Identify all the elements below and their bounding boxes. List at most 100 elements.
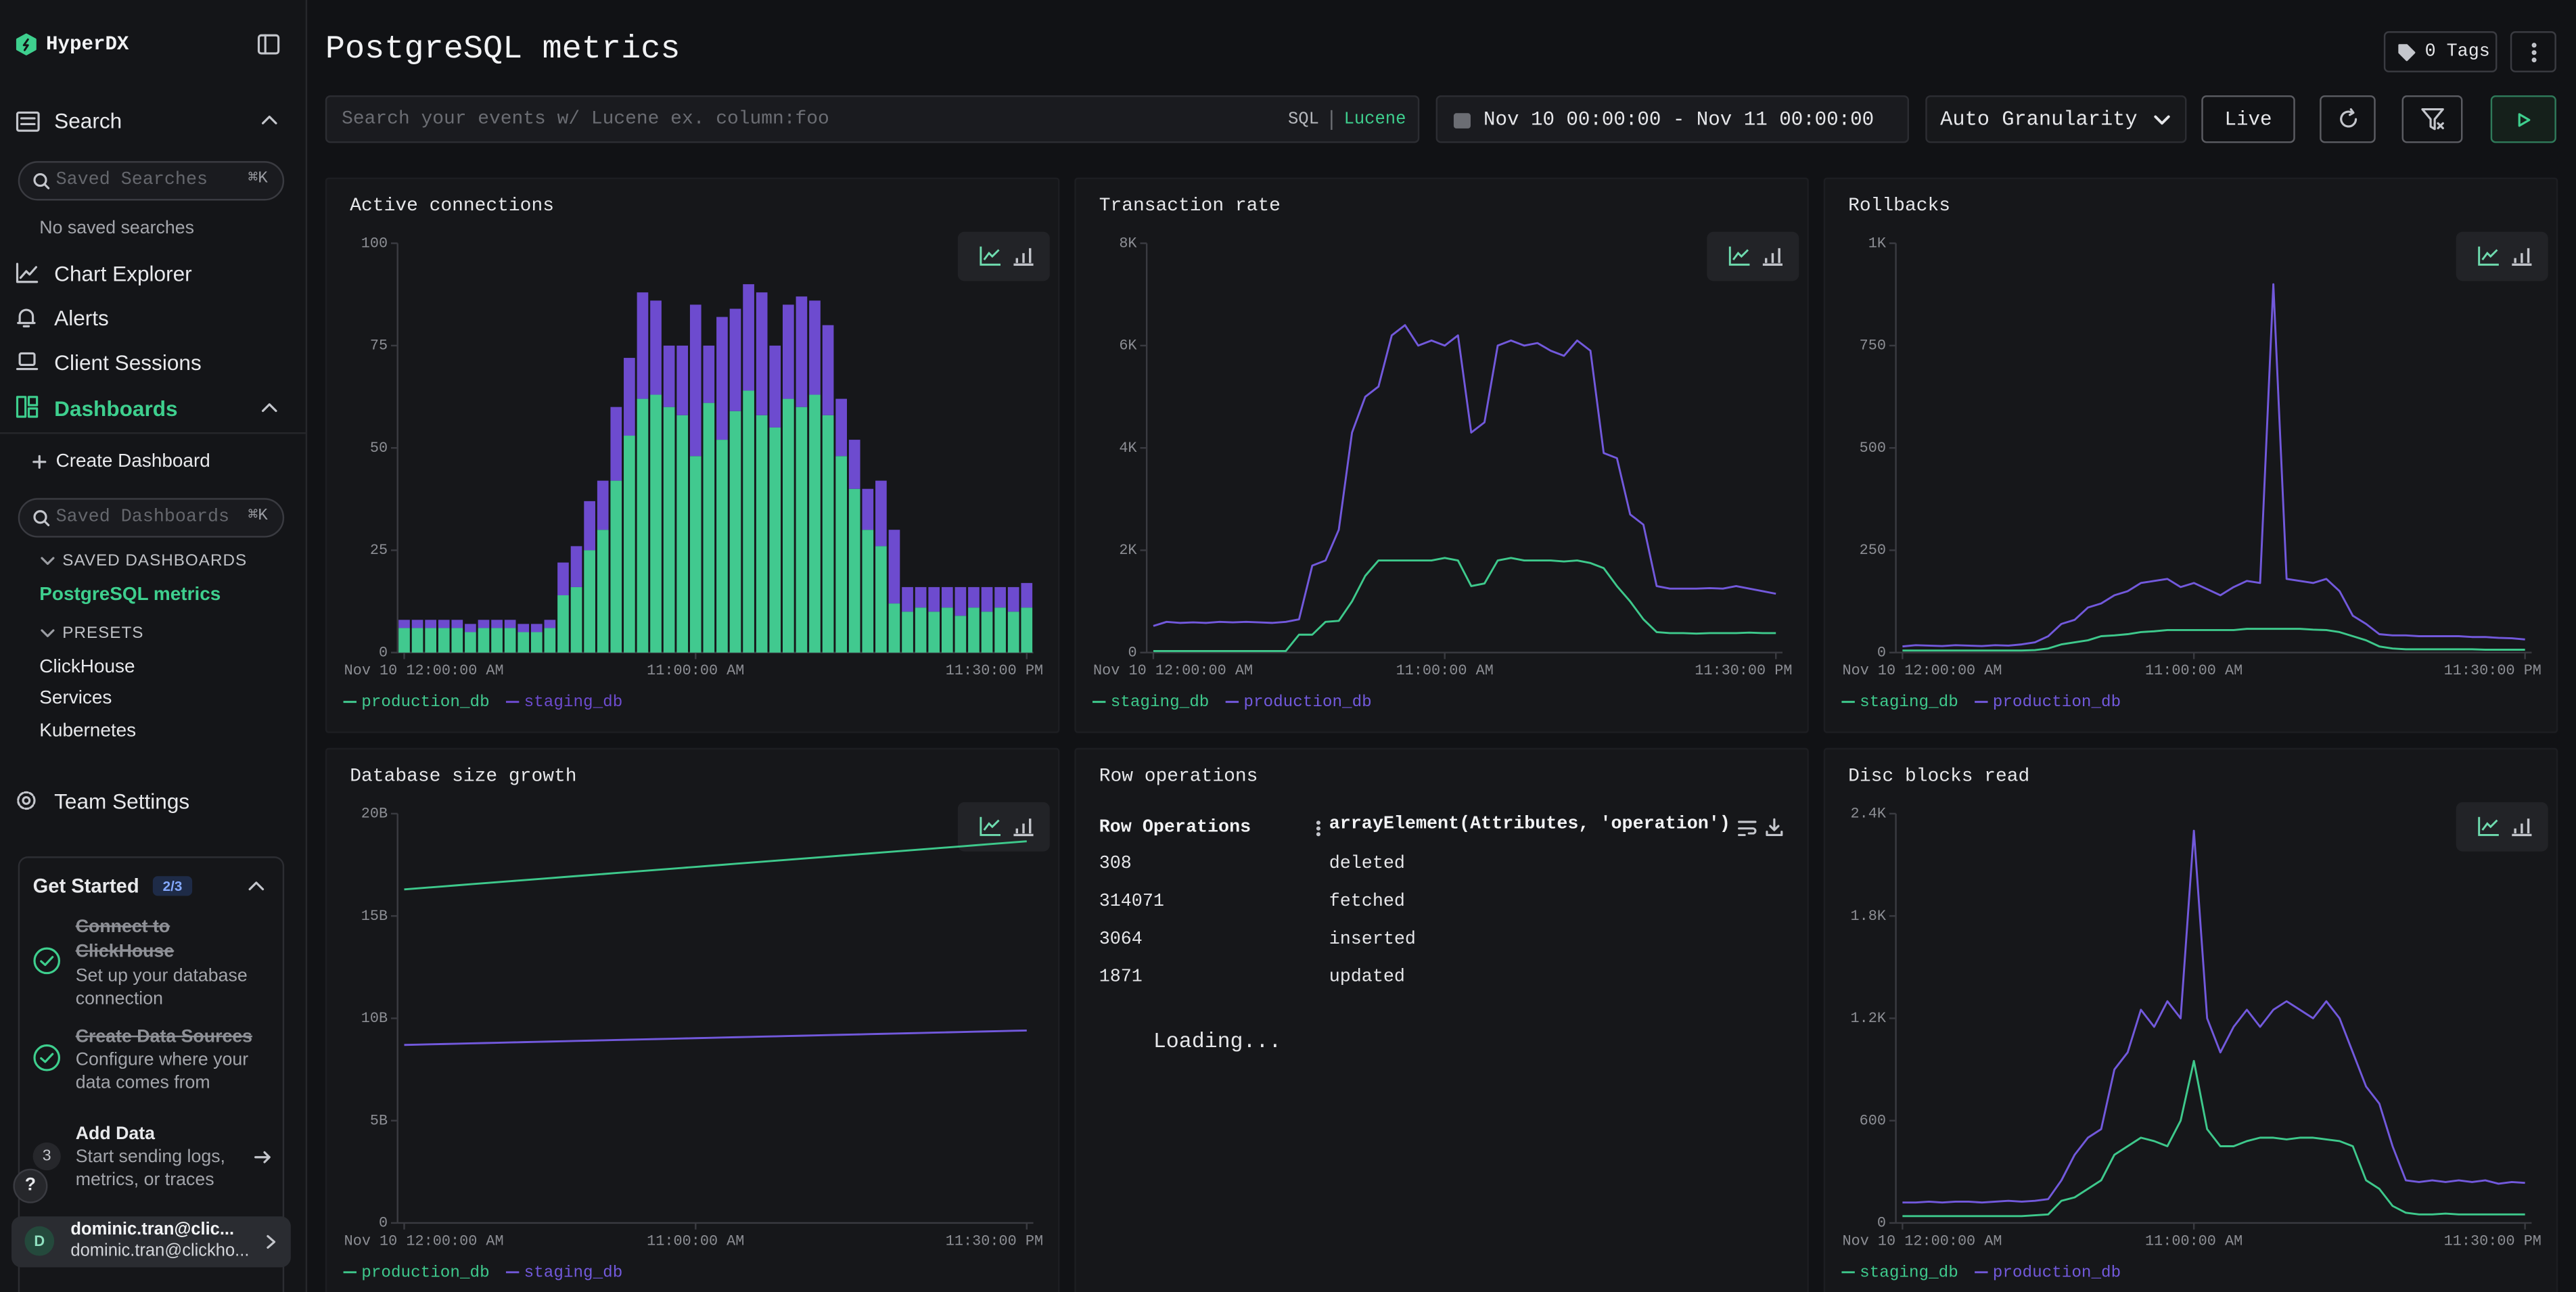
column-header[interactable]: Row Operations [1099, 818, 1251, 839]
legend-label: production_db [1243, 693, 1371, 712]
line-chart-icon [1728, 246, 1750, 266]
run-button[interactable] [2490, 95, 2556, 143]
y-tick-label: 10B [361, 1010, 388, 1027]
line-chart-icon [980, 816, 1001, 836]
preset-link[interactable]: ClickHouse [39, 657, 135, 678]
toggle-background [2456, 231, 2548, 281]
x-tick-label: Nov 10 12:00:00 AM [1842, 662, 2002, 679]
bar [610, 407, 622, 481]
line [404, 840, 1027, 891]
plus-icon [32, 455, 47, 469]
bar [624, 358, 635, 436]
preset-link[interactable]: Kubernetes [39, 721, 137, 741]
bar [557, 595, 569, 653]
table-panel: Row operations Row Operations arrayEleme… [1074, 747, 1809, 1292]
gear-icon [17, 791, 36, 810]
y-tick-label: 500 [1860, 440, 1886, 457]
user-name: dominic.tran@clic... [70, 1220, 235, 1240]
saved-dashboards-input[interactable]: Saved Dashboards ⌘K [18, 498, 285, 538]
chevron[interactable] [261, 402, 277, 413]
line-chart-icon [2478, 816, 2499, 836]
panel-title: Transaction rate [1099, 195, 1281, 217]
y-tick-label: 600 [1860, 1112, 1886, 1129]
chevron [2154, 115, 2170, 125]
panel-title: Disc blocks read [1848, 766, 2030, 787]
page-title: PostgreSQL metrics [325, 31, 681, 70]
chevron[interactable] [41, 557, 55, 566]
chart-panel: Rollbacks 0 250 500 750 1K Nov 10 12:00:00 AM 1… [1823, 177, 2558, 733]
bar [530, 624, 543, 632]
nav-item[interactable]: Chart Explorer [54, 261, 192, 286]
tags-button[interactable]: 0 Tags [2383, 31, 2498, 72]
bar [610, 480, 622, 653]
y-tick-label: 2.4K [1851, 806, 1887, 823]
bar [862, 488, 874, 530]
create-dashboard[interactable]: Create Dashboard [55, 452, 210, 472]
chevron[interactable] [41, 629, 55, 638]
bar [888, 603, 900, 653]
granularity-select[interactable]: Auto Granularity [1925, 95, 2187, 143]
y-tick-label: 250 [1860, 542, 1886, 559]
saved-searches-input[interactable]: Saved Searches ⌘K [18, 161, 285, 201]
collapse-button[interactable] [257, 34, 280, 55]
dashboard-link[interactable]: PostgreSQL metrics [39, 585, 221, 605]
bar [689, 304, 702, 457]
chart: 0 250 500 750 1K Nov 10 12:00:00 AM 11:00:00 A… [1841, 231, 2548, 712]
nav-item[interactable]: Alerts [54, 305, 109, 331]
column-header[interactable]: arrayElement(Attributes, 'operation') [1329, 815, 1730, 835]
resize-handle[interactable] [1316, 821, 1320, 837]
progress-badge: 2/3 [152, 876, 193, 896]
arrow-icon[interactable] [254, 1151, 271, 1163]
divider [0, 432, 308, 434]
bell-icon [17, 308, 36, 327]
chart-panel: Active connections 0 25 50 75 100 Nov 10 12:00… [325, 177, 1060, 733]
y-tick-label: 0 [379, 644, 388, 661]
preset-link[interactable]: Services [39, 689, 112, 709]
legend-label: staging_db [1860, 693, 1958, 712]
step-title: Create Data Sources [75, 1027, 253, 1047]
nav-search[interactable]: Search [54, 108, 122, 133]
step-number: 3 [32, 1142, 61, 1171]
time-range-input[interactable]: Nov 10 00:00:00 - Nov 11 00:00:00 [1435, 95, 1909, 143]
y-tick-label: 50 [370, 440, 388, 457]
wrap-icon[interactable] [1738, 821, 1757, 837]
search-input[interactable]: Search your events w/ Lucene ex. column:… [325, 95, 1420, 143]
bar [729, 308, 741, 411]
bar [981, 586, 993, 612]
bar [928, 612, 940, 653]
language-option[interactable]: Lucene [1343, 110, 1406, 130]
card-title: Get Started [32, 874, 139, 898]
bar [624, 436, 635, 653]
bar [597, 530, 609, 653]
bar [557, 562, 569, 596]
filter-button[interactable] [2401, 95, 2463, 143]
live-button[interactable]: Live [2201, 95, 2295, 143]
language-option[interactable]: SQL [1287, 110, 1319, 130]
nav-item[interactable]: Client Sessions [54, 350, 202, 375]
legend-label: staging_db [524, 1264, 623, 1282]
refresh-button[interactable] [2320, 95, 2376, 143]
bar [875, 546, 887, 653]
filter-icon [2421, 108, 2444, 131]
bar [994, 586, 1006, 608]
nav-dashboards[interactable]: Dashboards [54, 396, 178, 421]
x-tick-label: 11:00:00 AM [647, 662, 744, 679]
bar [650, 300, 662, 395]
dashboard-icon [16, 396, 39, 418]
user-card[interactable]: D dominic.tran@clic... dominic.tran@clic… [11, 1216, 291, 1268]
nav-team-settings[interactable]: Team Settings [54, 789, 190, 814]
chevron[interactable] [261, 115, 277, 125]
bar [530, 632, 543, 653]
y-tick-label: 5B [370, 1112, 388, 1129]
section-heading: SAVED DASHBOARDS [62, 552, 248, 571]
bar [637, 292, 649, 399]
download-icon[interactable] [1766, 818, 1783, 837]
bar [809, 300, 821, 395]
dots-icon [2531, 43, 2537, 63]
help-button[interactable]: ? [13, 1168, 48, 1203]
menu-button[interactable] [2510, 31, 2556, 72]
panel-title: Row operations [1099, 766, 1258, 787]
bar [756, 415, 768, 653]
bar [425, 628, 436, 653]
chevron[interactable] [248, 881, 264, 891]
